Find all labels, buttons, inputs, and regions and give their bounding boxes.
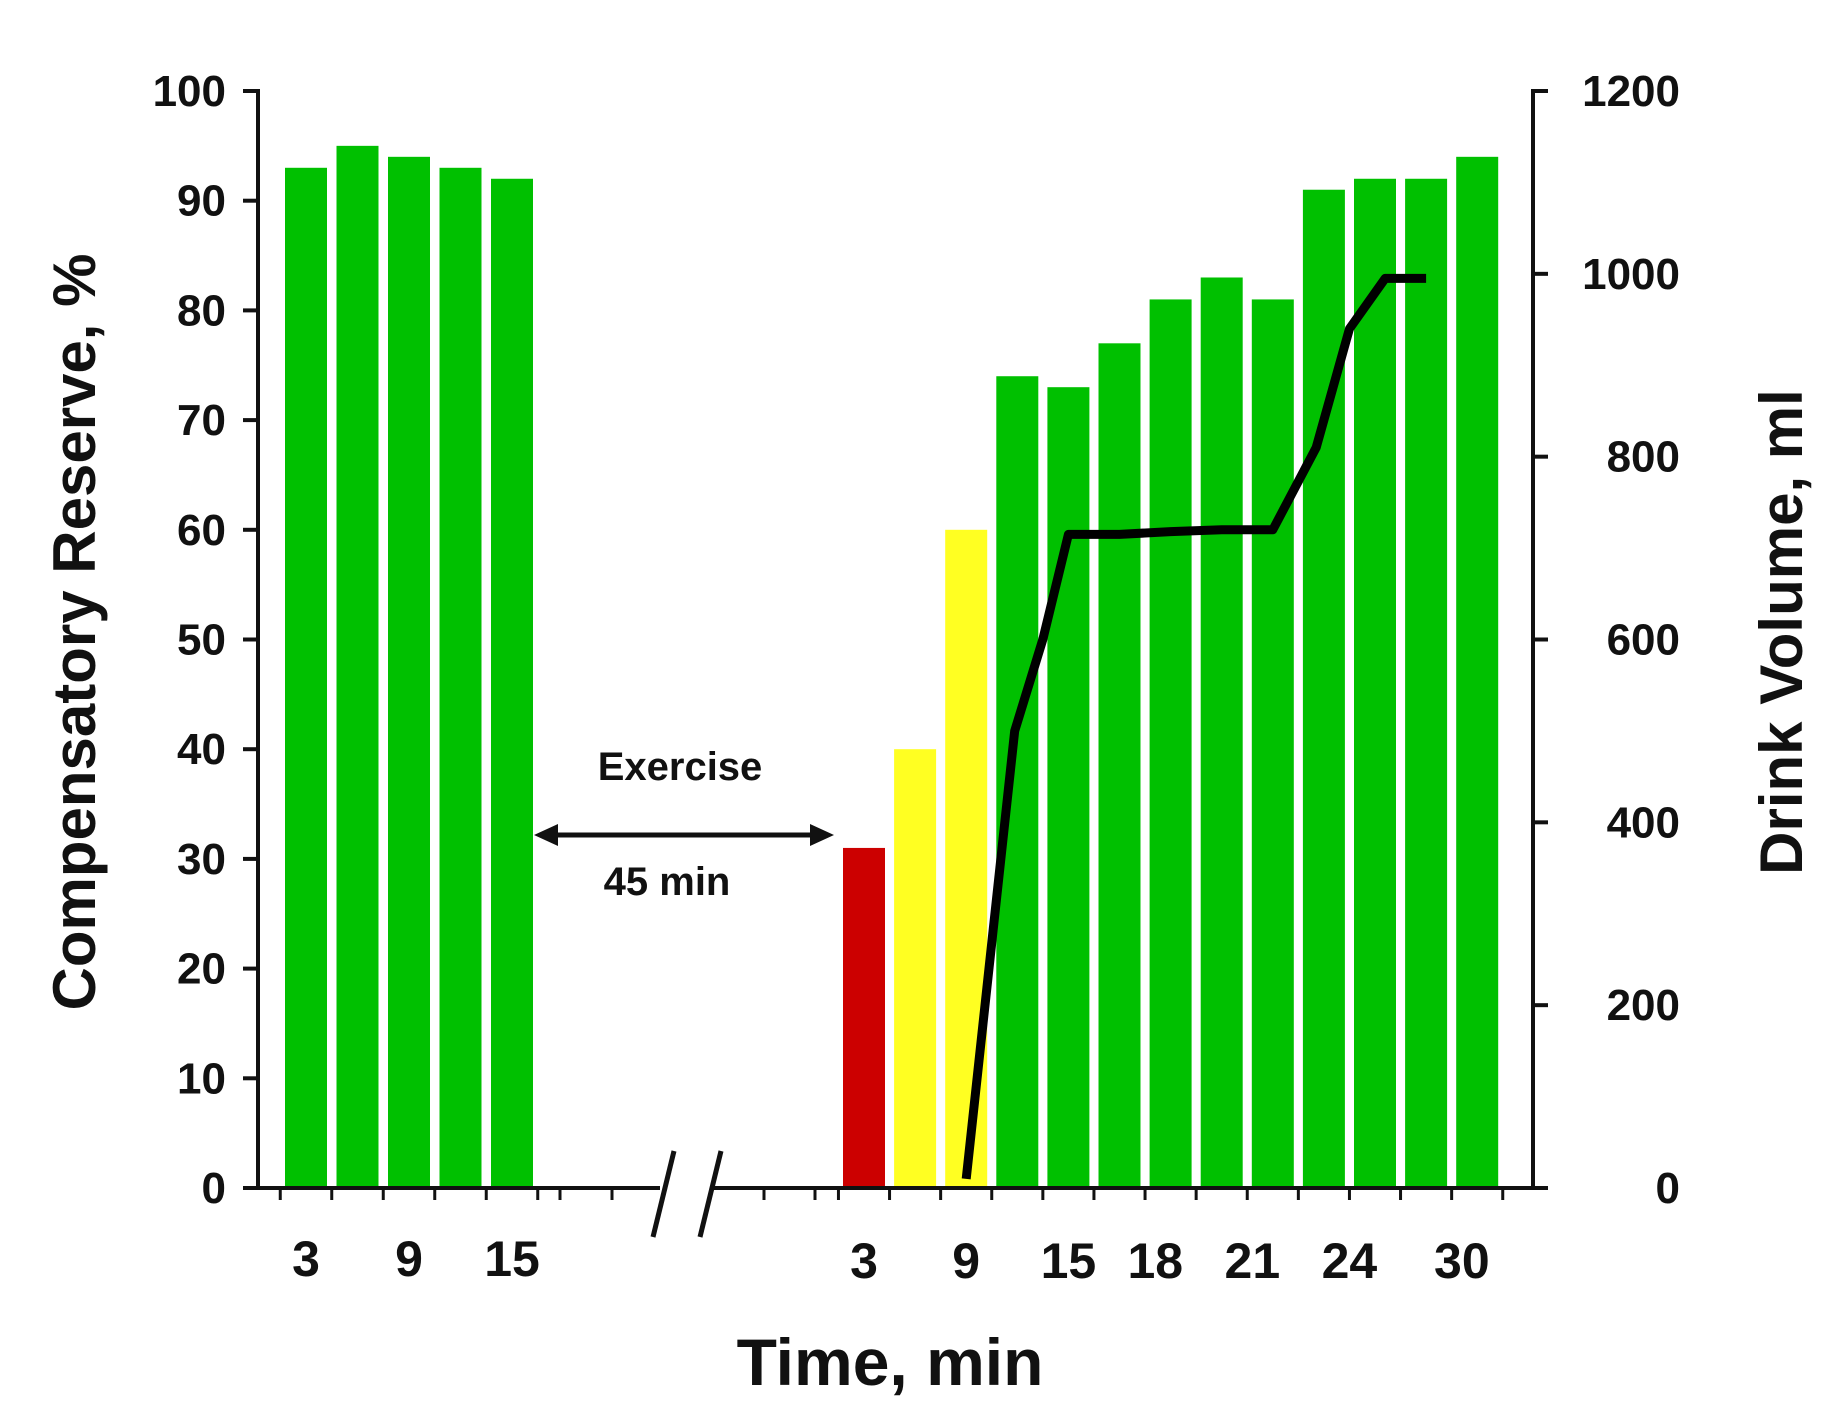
duration-label: 45 min (604, 860, 731, 904)
y2-tick-label-0: 0 (1656, 1164, 1680, 1213)
bar-post-15 (1047, 387, 1090, 1188)
y-tick-label-30: 30 (177, 835, 226, 884)
y-tick-label-90: 90 (177, 177, 226, 226)
bar-post-39 (1456, 156, 1499, 1188)
bar-post-27 (1251, 299, 1294, 1188)
bar-post-9 (945, 529, 988, 1188)
x-tick-label-post-24: 24 (1322, 1233, 1378, 1289)
bar-post-6 (894, 749, 937, 1188)
bar-pre-9 (388, 156, 430, 1188)
y2-tick-label-1200: 1200 (1582, 67, 1680, 116)
x-axis-title: Time, min (737, 1325, 1044, 1399)
bars-post-exercise (843, 156, 1499, 1189)
x-tick-label-post-9: 9 (952, 1233, 980, 1289)
bar-post-36 (1405, 178, 1448, 1188)
y2-tick-label-800: 800 (1607, 433, 1680, 482)
y-tick-label-50: 50 (177, 616, 226, 665)
y2-tick-label-600: 600 (1607, 616, 1680, 665)
x-tick-label-post-15: 15 (1041, 1233, 1097, 1289)
axis-break-mark-2 (697, 1150, 724, 1238)
bar-pre-12 (439, 167, 482, 1189)
y-axis-title: Compensatory Reserve, % (41, 254, 108, 1011)
bar-pre-6 (336, 145, 379, 1189)
exercise-label: Exercise (598, 745, 763, 789)
y2-axis-title: Drink Volume, ml (1748, 389, 1815, 875)
bar-post-18 (1098, 343, 1141, 1188)
x-tick-label-pre-9: 9 (395, 1231, 423, 1287)
bar-post-21 (1149, 299, 1192, 1188)
x-tick-label-pre-15: 15 (484, 1231, 540, 1287)
exercise-double-arrow (534, 824, 834, 846)
bar-post-30 (1302, 189, 1345, 1189)
y-tick-label-10: 10 (177, 1054, 226, 1103)
bar-pre-3 (285, 167, 327, 1189)
bars-pre-exercise (285, 145, 533, 1189)
x-tick-label-post-3: 3 (850, 1233, 878, 1289)
y-tick-label-20: 20 (177, 945, 226, 994)
bar-post-24 (1200, 277, 1243, 1188)
bar-post-12 (996, 376, 1039, 1189)
y2-tick-label-200: 200 (1607, 981, 1680, 1030)
bar-post-3 (843, 847, 885, 1188)
x-tick-label-post-30: 30 (1434, 1233, 1490, 1289)
y-tick-label-0: 0 (202, 1164, 226, 1213)
y-tick-label-80: 80 (177, 286, 226, 335)
y-tick-label-70: 70 (177, 396, 226, 445)
x-tick-label-post-21: 21 (1225, 1233, 1281, 1289)
x-tick-label-pre-3: 3 (292, 1231, 320, 1287)
y-tick-label-40: 40 (177, 725, 226, 774)
y2-tick-label-400: 400 (1607, 798, 1680, 847)
drink-volume-line-group (961, 273, 1427, 1180)
ticks: 0102030405060708090100020040060080010001… (153, 67, 1680, 1289)
bar-post-33 (1354, 178, 1396, 1188)
drink-volume-line (961, 273, 1427, 1180)
y-tick-label-100: 100 (153, 67, 226, 116)
y-tick-label-60: 60 (177, 506, 226, 555)
x-tick-label-post-18: 18 (1127, 1233, 1183, 1289)
axis-break-mark-1 (650, 1150, 677, 1238)
y2-tick-label-1000: 1000 (1582, 250, 1680, 299)
bar-pre-15 (491, 178, 533, 1188)
